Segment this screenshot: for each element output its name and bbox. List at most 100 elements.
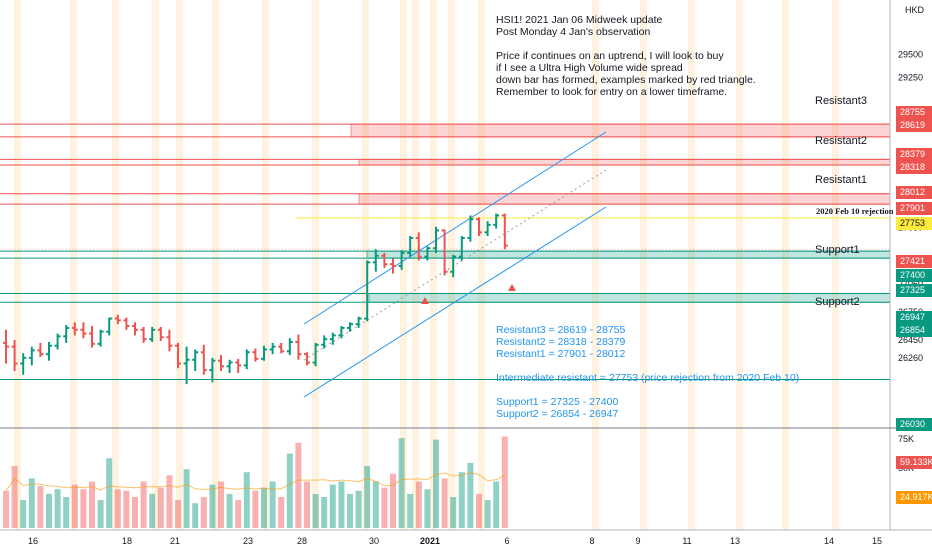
ohlc-bar bbox=[175, 342, 181, 369]
volume-bar bbox=[20, 500, 27, 528]
volume-bar bbox=[183, 469, 190, 528]
time-tick: 9 bbox=[635, 536, 640, 546]
info-line bbox=[496, 384, 799, 396]
volume-bar bbox=[218, 481, 224, 528]
price-tick: 29250 bbox=[898, 73, 923, 83]
volume-bar bbox=[390, 473, 396, 528]
ohlc-bar bbox=[467, 215, 474, 242]
session-stripe bbox=[688, 0, 695, 530]
price-tick: 27050 bbox=[898, 279, 923, 289]
ohlc-bar bbox=[37, 342, 44, 357]
trend-channel[interactable] bbox=[303, 131, 607, 398]
ohlc-bar bbox=[347, 322, 353, 332]
time-tick: 2021 bbox=[420, 536, 440, 546]
resistant3-zone bbox=[350, 123, 891, 138]
volume-bar bbox=[97, 500, 104, 528]
volume-bar bbox=[398, 438, 405, 528]
session-stripe bbox=[412, 0, 419, 530]
price-badge: 27325 bbox=[896, 284, 932, 297]
ohlc-bar bbox=[209, 357, 216, 383]
ohlc-bar bbox=[355, 316, 362, 328]
ohlc-bar bbox=[63, 325, 70, 343]
price-badge: 28619 bbox=[896, 119, 932, 132]
info-line: Support1 = 27325 - 27400 bbox=[496, 396, 619, 408]
ohlc-bar bbox=[295, 334, 302, 360]
volume-bar bbox=[338, 481, 345, 528]
ohlc-bar bbox=[441, 229, 448, 276]
session-stripes bbox=[14, 0, 839, 530]
ohlc-bar bbox=[46, 341, 52, 361]
volume-bar bbox=[11, 466, 18, 528]
volume-bar bbox=[157, 487, 164, 528]
volume-bar bbox=[106, 458, 113, 528]
volume-bar bbox=[80, 489, 87, 528]
volume-bar bbox=[175, 500, 181, 528]
session-stripe bbox=[312, 0, 319, 530]
session-stripe bbox=[478, 0, 485, 530]
volume-bar bbox=[433, 439, 439, 528]
price-badge: 27753 bbox=[896, 217, 932, 230]
price-badge: 28318 bbox=[896, 161, 932, 174]
info-line bbox=[496, 360, 799, 372]
volume-bar bbox=[501, 436, 508, 528]
volume-bar bbox=[192, 503, 199, 528]
analysis-note: HSI1! 2021 Jan 06 Midweek update Post Mon… bbox=[496, 14, 756, 98]
ohlc-bar bbox=[278, 342, 285, 354]
price-badge: 28012 bbox=[896, 186, 932, 199]
note-line: Remember to look for entry on a lower ti… bbox=[496, 86, 728, 98]
volume-tick: 75K bbox=[898, 434, 914, 444]
ohlc-bar bbox=[54, 333, 61, 350]
ohlc-bar bbox=[304, 352, 310, 366]
ohlc-bar bbox=[364, 260, 371, 322]
ohlc-bar bbox=[433, 226, 439, 253]
volume-bar bbox=[286, 453, 293, 528]
ohlc-bar bbox=[338, 326, 345, 339]
volume-bar bbox=[252, 490, 259, 528]
session-stripe bbox=[212, 0, 219, 530]
volume-bar bbox=[476, 493, 482, 528]
volume-ma-line bbox=[5, 472, 506, 492]
resistant1-zone bbox=[358, 193, 891, 205]
label-support1: Support1 bbox=[815, 244, 860, 256]
volume-bar bbox=[140, 481, 147, 528]
price-candles bbox=[3, 213, 508, 385]
volume-bar bbox=[278, 497, 285, 528]
volume-bar bbox=[467, 462, 474, 528]
session-stripe bbox=[832, 0, 839, 530]
volume-bar bbox=[458, 472, 465, 528]
price-badge: 27400 bbox=[896, 269, 932, 282]
label-support2: Support2 bbox=[815, 296, 860, 308]
volume-bar bbox=[37, 486, 44, 528]
time-tick: 8 bbox=[589, 536, 594, 546]
volume-bar bbox=[424, 489, 431, 528]
volume-bar bbox=[132, 497, 138, 528]
session-stripe bbox=[592, 0, 599, 530]
session-stripe bbox=[448, 0, 455, 530]
volume-bar bbox=[63, 497, 70, 528]
ohlc-bar bbox=[200, 344, 207, 375]
price-badge: 28755 bbox=[896, 106, 932, 119]
ohlc-bar bbox=[218, 355, 224, 372]
volume-bar bbox=[54, 489, 61, 528]
volume-bar bbox=[407, 493, 414, 528]
time-tick: 15 bbox=[872, 536, 882, 546]
volume-bar bbox=[381, 487, 388, 528]
volume-bar bbox=[295, 442, 302, 528]
ohlc-bar bbox=[192, 349, 199, 372]
volume-bar bbox=[243, 472, 250, 528]
ohlc-bar bbox=[166, 329, 173, 352]
price-tick: 26260 bbox=[898, 353, 923, 363]
ohlc-bar bbox=[312, 342, 319, 367]
volume-bars bbox=[3, 436, 508, 528]
ohlc-bar bbox=[407, 236, 414, 257]
volume-bar bbox=[89, 481, 95, 528]
note-line: HSI1! 2021 Jan 06 Midweek update bbox=[496, 14, 663, 26]
level-summary: Resistant3 = 28619 - 28755 Resistant2 = 2… bbox=[496, 324, 799, 420]
ohlc-bar bbox=[398, 250, 405, 270]
ohlc-bar bbox=[183, 346, 190, 385]
volume-bar bbox=[312, 493, 319, 528]
time-tick: 23 bbox=[243, 536, 253, 546]
channel-upper bbox=[303, 131, 607, 325]
